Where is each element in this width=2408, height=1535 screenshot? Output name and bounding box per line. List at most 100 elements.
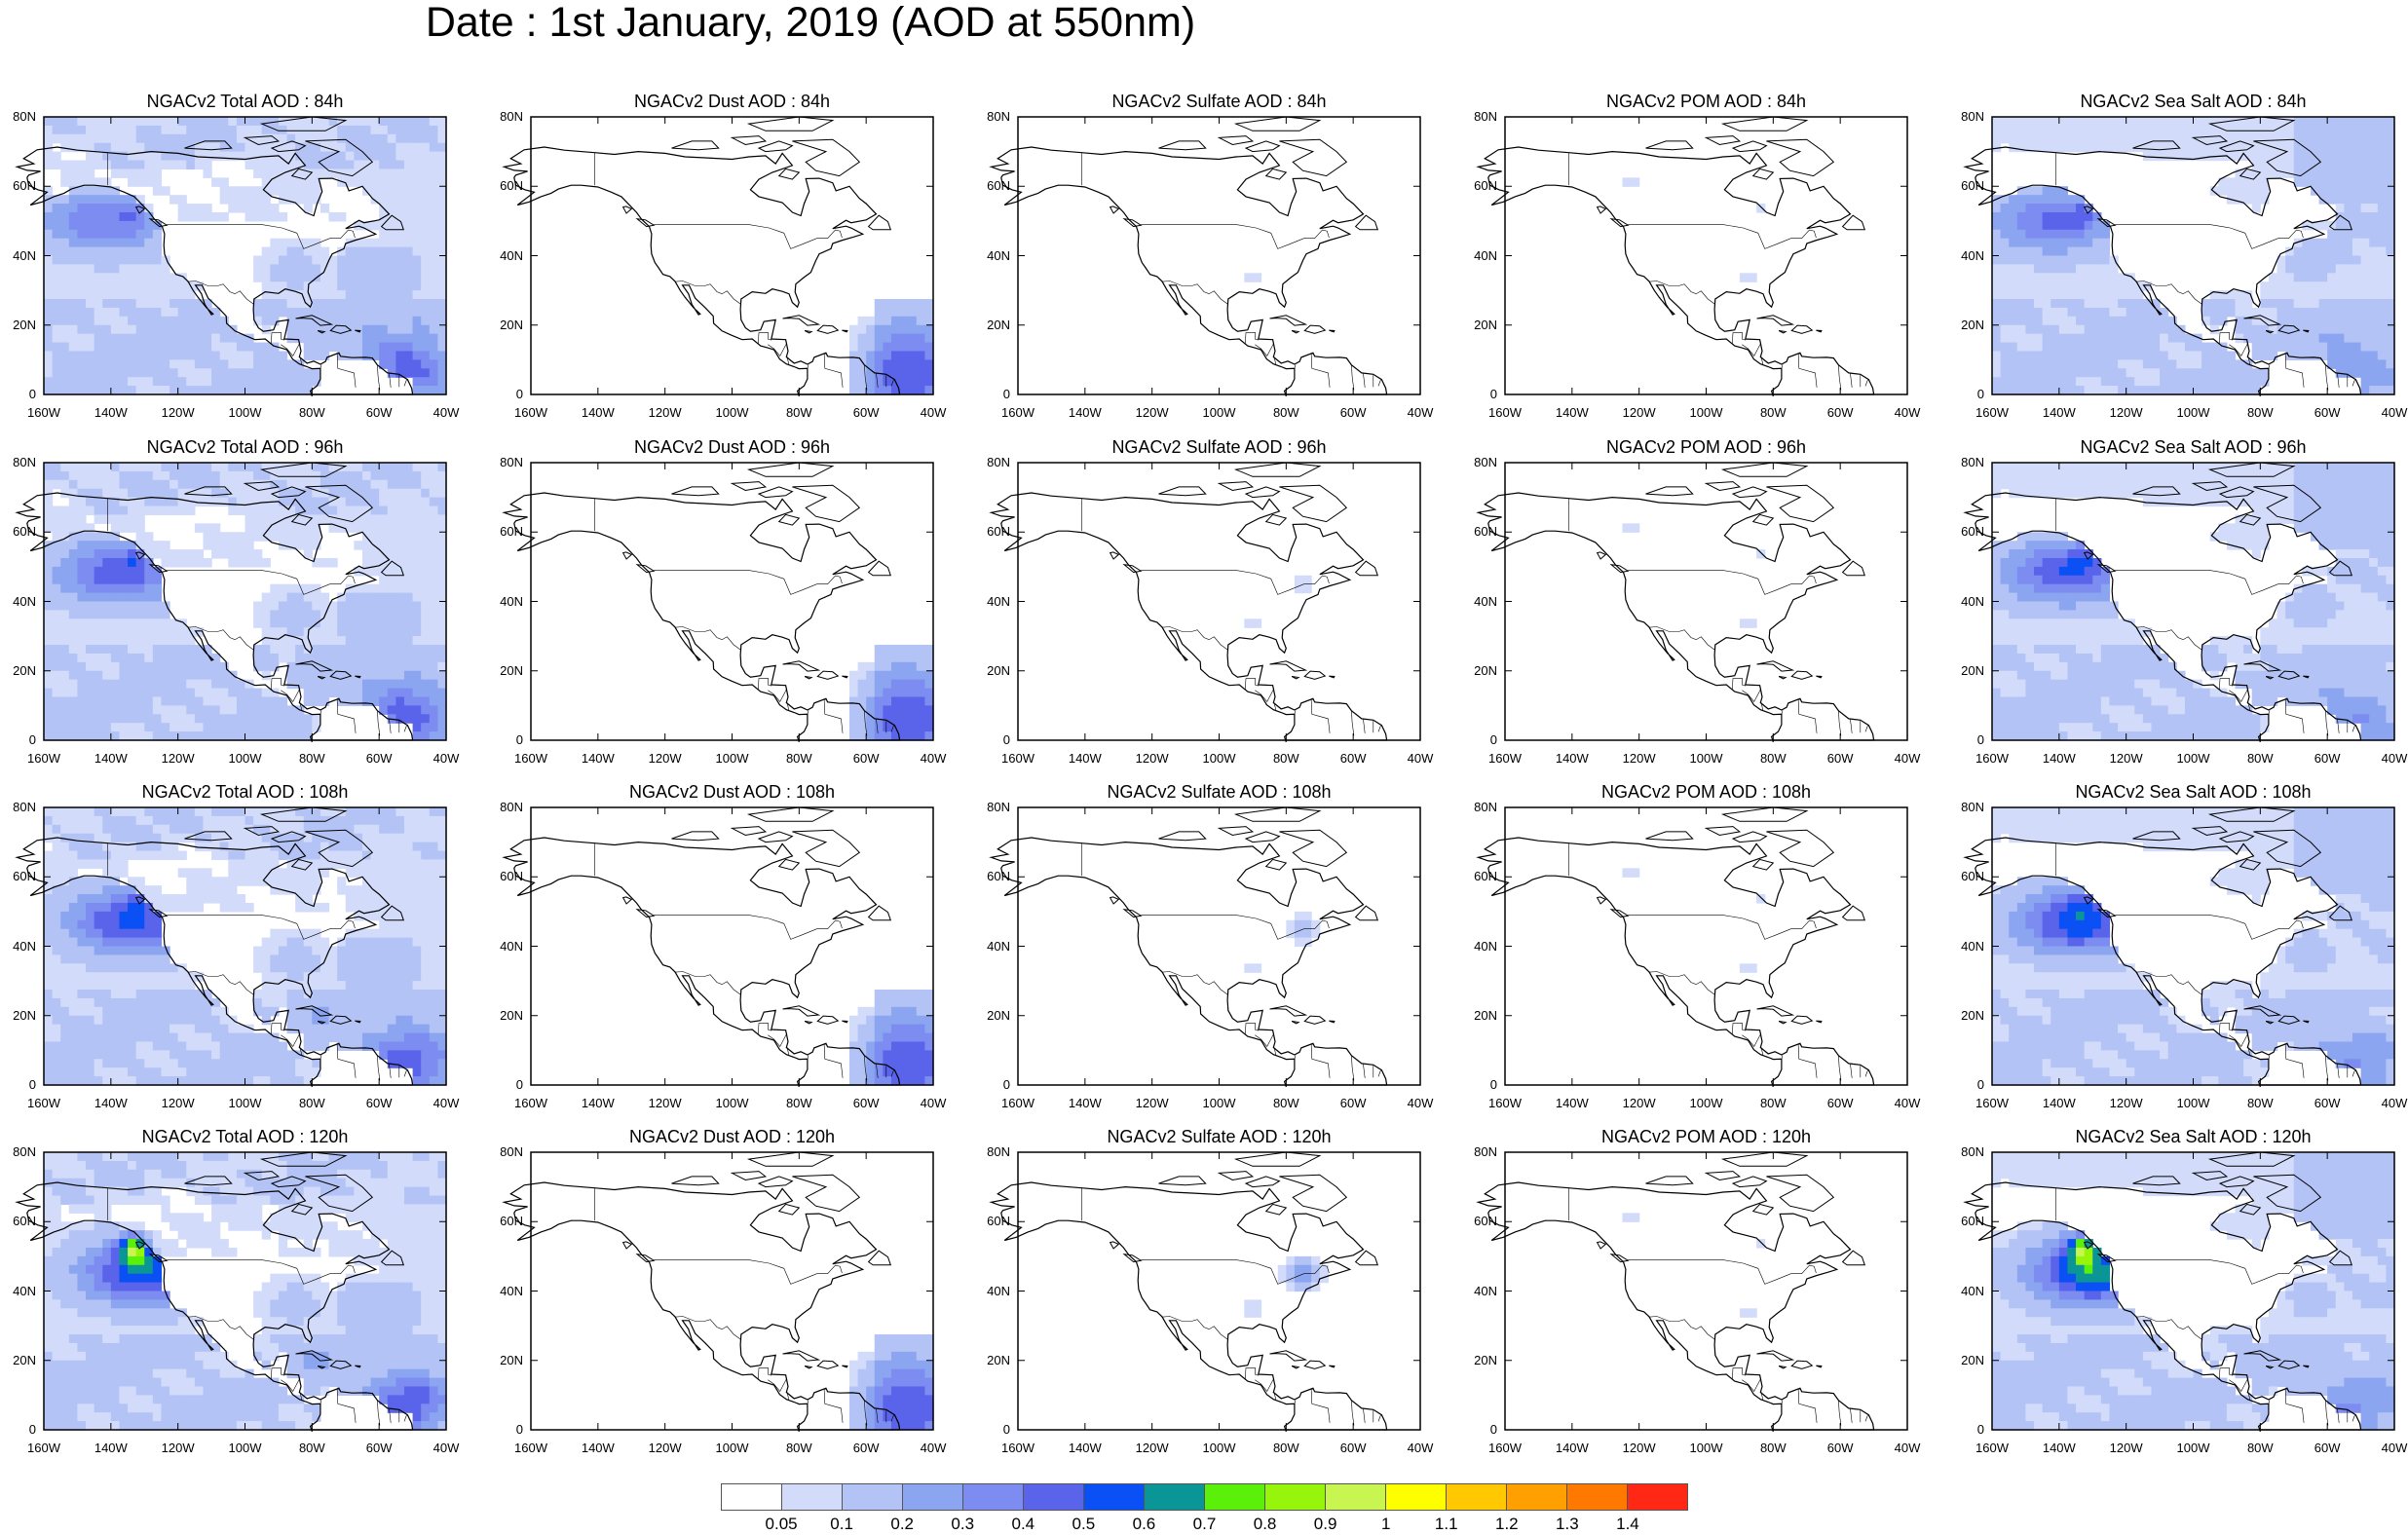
lon-tick-label: 140W	[82, 1097, 140, 1110]
lon-tick-label: 60W	[837, 1097, 895, 1110]
island-outline	[1646, 487, 1693, 496]
lon-tick-label: 80W	[2231, 1097, 2289, 1110]
lat-tick-label: 60N	[981, 179, 1010, 193]
country-border	[1255, 343, 1274, 356]
coastline	[992, 147, 1387, 396]
lon-tick-label: 40W	[904, 406, 962, 420]
island-outline	[842, 1021, 847, 1023]
aod-field	[1622, 177, 1765, 281]
lat-tick-label: 20N	[1955, 318, 1984, 332]
lat-tick-label: 80N	[494, 1145, 523, 1159]
island-outline	[817, 1016, 838, 1024]
island-outline	[1236, 463, 1320, 476]
country-border	[167, 1259, 355, 1284]
coastline	[992, 1182, 1387, 1432]
aod-map	[44, 807, 446, 1085]
lon-tick-label: 80W	[1257, 1097, 1315, 1110]
lon-tick-label: 120W	[1123, 1441, 1182, 1455]
lon-tick-label: 40W	[1878, 752, 1937, 766]
lat-tick-label: 40N	[1955, 595, 1984, 609]
aod-field	[44, 117, 447, 395]
country-border	[167, 570, 355, 594]
island-outline	[779, 859, 800, 870]
aod-field	[1622, 868, 1765, 972]
lat-tick-label: 20N	[494, 664, 523, 678]
lon-tick-label: 120W	[149, 406, 207, 420]
lat-tick-label: 80N	[1955, 801, 1984, 814]
coastline	[1479, 838, 1874, 1087]
island-outline	[1779, 1022, 1786, 1024]
country-border	[1838, 1401, 1841, 1426]
aod-field	[44, 807, 447, 1086]
lat-tick-label: 80N	[1468, 801, 1497, 814]
island-outline	[1292, 331, 1298, 333]
country-border	[1865, 1070, 1867, 1076]
country-border	[1851, 1065, 1853, 1078]
country-border	[758, 1024, 771, 1035]
country-border	[1798, 354, 1817, 388]
island-outline	[1329, 676, 1335, 678]
lat-tick-label: 0	[981, 388, 1010, 401]
lat-tick-label: 80N	[1468, 1145, 1497, 1159]
lat-tick-label: 60N	[1955, 179, 1984, 193]
lon-tick-label: 60W	[837, 752, 895, 766]
country-border	[1798, 699, 1817, 733]
lat-tick-label: 40N	[7, 1285, 36, 1298]
island-outline	[1266, 859, 1287, 870]
country-border	[1364, 1065, 1366, 1078]
lat-tick-label: 60N	[1468, 525, 1497, 539]
colorbar-label: 0.4	[998, 1516, 1047, 1533]
lon-tick-label: 80W	[282, 1441, 341, 1455]
lon-tick-label: 160W	[502, 406, 560, 420]
country-border	[404, 380, 406, 386]
lat-tick-label: 60N	[1955, 525, 1984, 539]
country-border	[675, 972, 742, 995]
lon-tick-label: 40W	[904, 1097, 962, 1110]
island-outline	[1707, 136, 1740, 145]
island-outline	[1791, 1361, 1812, 1368]
country-border	[2219, 333, 2233, 345]
island-outline	[869, 561, 891, 576]
country-border	[675, 1317, 742, 1340]
lon-tick-label: 160W	[989, 406, 1047, 420]
island-outline	[1753, 859, 1774, 870]
island-outline	[1236, 117, 1320, 131]
island-outline	[1598, 206, 1606, 213]
lon-tick-label: 120W	[149, 752, 207, 766]
country-border	[758, 679, 771, 691]
country-border	[1865, 1415, 1867, 1421]
lon-tick-label: 100W	[1190, 752, 1249, 766]
island-outline	[1816, 676, 1822, 678]
island-outline	[749, 1152, 833, 1166]
lon-tick-label: 120W	[2097, 752, 2156, 766]
island-outline	[1733, 832, 1766, 842]
lon-tick-label: 140W	[1056, 406, 1114, 420]
lat-tick-label: 0	[981, 733, 1010, 747]
island-outline	[1159, 487, 1206, 496]
country-border	[1245, 1368, 1259, 1380]
aod-field	[1622, 1213, 1765, 1317]
island-outline	[1753, 514, 1774, 525]
colorbar-label: 0.7	[1181, 1516, 1229, 1533]
island-outline	[749, 463, 833, 476]
lat-tick-label: 0	[1955, 1078, 1984, 1092]
lat-tick-label: 60N	[981, 525, 1010, 539]
map-frame	[1018, 1152, 1420, 1430]
lat-tick-label: 40N	[1955, 1285, 1984, 1298]
lon-tick-label: 80W	[770, 1097, 828, 1110]
island-outline	[1733, 141, 1766, 152]
lat-tick-label: 80N	[494, 801, 523, 814]
country-border	[1742, 689, 1761, 702]
island-outline	[1757, 316, 1793, 325]
country-border	[1851, 374, 1853, 388]
island-outline	[1266, 168, 1287, 179]
island-outline	[1266, 514, 1287, 525]
country-border	[675, 627, 742, 651]
colorbar-label: 0.2	[878, 1516, 926, 1533]
lon-tick-label: 60W	[1324, 406, 1382, 420]
colorbar-label: 0.9	[1301, 1516, 1350, 1533]
lat-tick-label: 40N	[1468, 249, 1497, 263]
